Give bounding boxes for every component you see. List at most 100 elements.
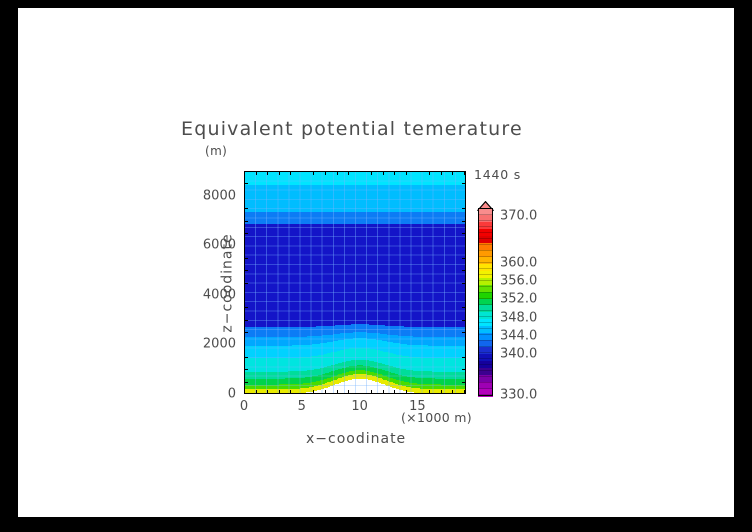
colorbar-segment: [478, 284, 493, 293]
temperature-layer: [244, 171, 466, 394]
temperature-layer: [244, 171, 466, 185]
axis-tick: [462, 332, 466, 334]
axis-tick: [290, 390, 292, 394]
contour-plot-area: [244, 171, 466, 394]
colorbar-segment: [478, 208, 493, 216]
y-tick-label: 0: [227, 386, 236, 402]
colorbar-tick-label: 360.0: [500, 255, 538, 271]
x-tick-label: 15: [409, 399, 426, 414]
temperature-layer: [244, 171, 466, 394]
temperature-layer: [244, 211, 466, 225]
axis-tick: [462, 369, 466, 371]
axis-tick: [244, 232, 248, 234]
axis-tick: [244, 356, 248, 358]
colorbar-tick-label: 352.0: [500, 291, 538, 307]
axis-tick: [244, 332, 248, 334]
y-tick-label: 2000: [202, 336, 236, 352]
axis-tick: [382, 390, 384, 394]
axis-tick: [244, 208, 248, 210]
axis-tick: [440, 171, 442, 175]
axis-tick: [382, 171, 384, 175]
colorbar: [478, 208, 493, 397]
axis-tick: [463, 171, 465, 175]
colorbar-segment: [478, 263, 493, 272]
colorbar-segment: [478, 291, 493, 300]
colorbar-segment: [478, 214, 493, 223]
y-tick-label: 4000: [202, 287, 236, 303]
page-title: Equivalent potential temerature: [181, 118, 523, 140]
axis-tick: [244, 171, 248, 172]
axis-tick: [462, 220, 466, 222]
axis-tick: [394, 171, 396, 175]
axis-tick: [244, 220, 248, 222]
axis-tick: [244, 282, 248, 284]
temperature-layer: [244, 171, 466, 394]
colorbar-segment: [478, 347, 493, 355]
colorbar-tick-label: 370.0: [500, 208, 538, 224]
colorbar-segment: [478, 221, 493, 230]
temperature-layer: [244, 224, 466, 328]
colorbar-segment: [478, 340, 493, 348]
axis-tick: [452, 390, 454, 394]
colorbar-tick-label: 344.0: [500, 328, 538, 344]
colorbar-segment: [478, 312, 493, 320]
axis-tick: [462, 282, 466, 284]
colorbar-stripes: [478, 208, 493, 396]
temperature-layer: [244, 171, 466, 394]
axis-tick: [462, 381, 466, 383]
axis-tick: [429, 390, 430, 394]
axis-tick: [244, 270, 248, 272]
axis-tick: [278, 390, 280, 394]
plot-frame: [244, 171, 466, 394]
axis-tick: [462, 356, 466, 358]
axis-tick: [336, 171, 338, 175]
temperature-layer: [244, 171, 466, 394]
temperature-layer: [244, 184, 466, 212]
axis-tick: [462, 307, 466, 309]
axis-tick: [267, 390, 269, 394]
axis-tick: [324, 171, 326, 175]
colorbar-segment: [478, 361, 493, 369]
axis-tick: [462, 319, 466, 321]
colorbar-segment: [478, 256, 493, 265]
colorbar-tick-label: 348.0: [500, 310, 538, 326]
figure-canvas: Equivalent potential temerature (m) 1440…: [18, 8, 734, 517]
axis-tick: [244, 319, 248, 321]
axis-tick: [336, 390, 338, 394]
colorbar-frame: [478, 208, 493, 396]
x-axis-unit: (×1000 m): [401, 410, 472, 425]
axis-tick: [324, 390, 326, 394]
axis-tick: [429, 171, 430, 175]
axis-tick: [348, 390, 350, 394]
axis-tick: [290, 171, 292, 175]
colorbar-segment: [478, 277, 493, 286]
axis-tick: [278, 171, 280, 175]
colorbar-segment: [478, 326, 493, 334]
axis-tick: [255, 171, 257, 175]
x-axis-title: x−coodinate: [306, 431, 407, 447]
axis-tick: [405, 390, 407, 394]
axis-tick: [244, 183, 248, 185]
axis-tick: [462, 183, 466, 185]
colorbar-segment: [478, 389, 493, 397]
colorbar-segment: [478, 382, 493, 390]
temperature-layer: [244, 171, 466, 394]
axis-tick: [244, 369, 248, 371]
colorbar-segment: [478, 375, 493, 383]
temperature-layer: [244, 171, 466, 394]
x-tick-label: 5: [297, 399, 306, 414]
axis-tick: [244, 307, 248, 309]
axis-tick: [462, 232, 466, 234]
grid-mesh-overlay: [244, 171, 466, 394]
colorbar-segment: [478, 354, 493, 362]
axis-tick: [244, 381, 248, 383]
axis-tick: [255, 390, 257, 394]
colorbar-segment: [478, 298, 493, 307]
colorbar-segment: [478, 305, 493, 314]
axis-tick: [313, 171, 315, 175]
y-tick-label: 8000: [202, 188, 236, 204]
axis-tick: [244, 257, 248, 259]
x-tick-label: 10: [351, 399, 368, 414]
colorbar-tick-label: 340.0: [500, 346, 538, 362]
colorbar-segment: [478, 368, 493, 376]
